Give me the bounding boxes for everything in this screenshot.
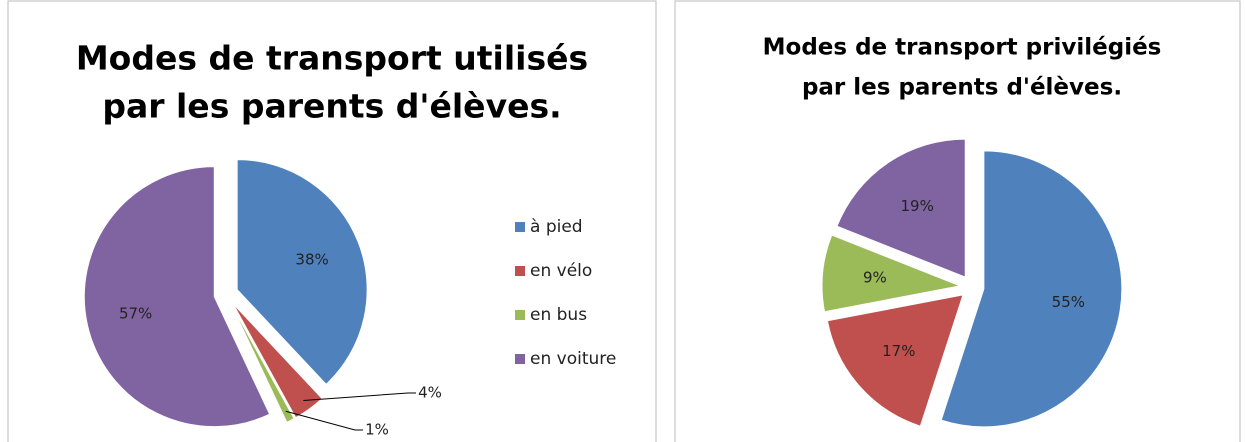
legend-swatch bbox=[515, 222, 525, 232]
pie-slice bbox=[826, 294, 964, 427]
pie-slice bbox=[230, 304, 295, 423]
chart-title: Modes de transport privilégiés bbox=[763, 35, 1162, 61]
pie-slice bbox=[83, 166, 271, 428]
pie-slice bbox=[236, 159, 368, 386]
legend-swatch bbox=[515, 354, 525, 364]
leader-line bbox=[303, 392, 416, 401]
legend-label: à pied bbox=[530, 217, 583, 237]
legend-swatch bbox=[515, 310, 525, 320]
legend-label: en bus bbox=[530, 305, 587, 325]
data-label: 57% bbox=[119, 305, 152, 323]
chart-title: par les parents d'élèves. bbox=[102, 87, 561, 126]
legend-swatch bbox=[515, 266, 525, 276]
data-label: 55% bbox=[1052, 293, 1085, 311]
chart-title: par les parents d'élèves. bbox=[802, 75, 1122, 101]
data-label: 38% bbox=[295, 250, 328, 268]
leader-line bbox=[285, 410, 363, 431]
data-label: 4% bbox=[418, 384, 442, 402]
data-label: 9% bbox=[863, 268, 887, 286]
data-label: 1% bbox=[365, 421, 389, 439]
legend-label: en vélo bbox=[530, 261, 592, 281]
legend-label: en voiture bbox=[530, 349, 616, 369]
panel bbox=[7, 0, 657, 442]
pie-slice bbox=[821, 234, 962, 313]
data-label: 19% bbox=[900, 197, 933, 215]
pie-slice bbox=[940, 150, 1123, 428]
pie-slice bbox=[836, 138, 966, 278]
panel bbox=[674, 0, 1241, 442]
data-label: 17% bbox=[882, 342, 915, 360]
chart-title: Modes de transport utilisés bbox=[76, 39, 588, 78]
pie-slice bbox=[232, 303, 323, 419]
